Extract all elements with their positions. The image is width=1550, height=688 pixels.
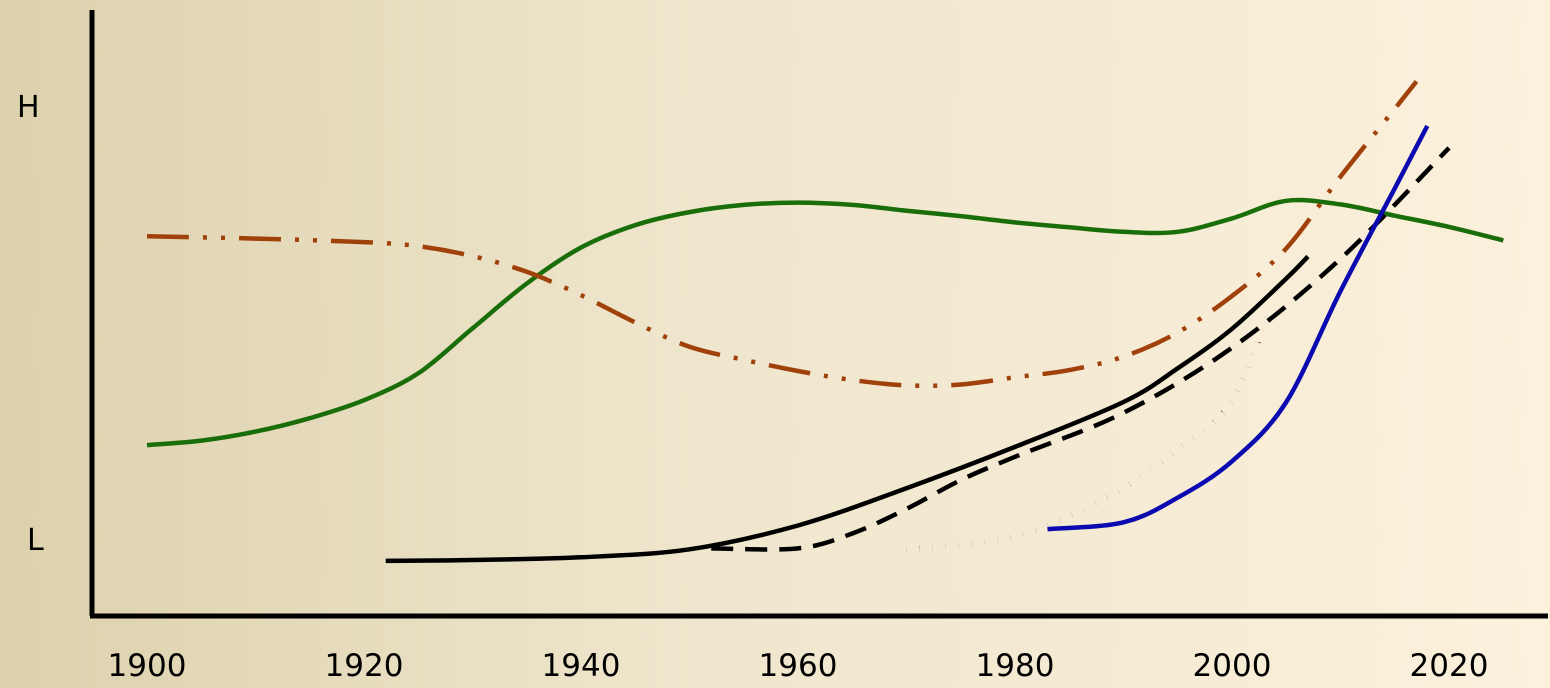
y-tick-label-low: L [27, 523, 44, 558]
y-tick-label-high: H [17, 90, 40, 125]
series-line-4 [711, 146, 1451, 552]
x-tick-label-1960: 1960 [759, 648, 838, 684]
x-tick-label-2020: 2020 [1410, 648, 1489, 684]
x-tick-label-1940: 1940 [542, 648, 621, 684]
series-line-1 [146, 197, 1504, 448]
x-tick-label-1920: 1920 [325, 648, 404, 684]
x-tick-labels: 1900 1920 1940 1960 1980 2000 2020 [108, 648, 1489, 684]
series-line-6 [1047, 124, 1430, 532]
series-line-2 [146, 79, 1419, 389]
series-line-3 [385, 254, 1310, 564]
x-tick-label-1980: 1980 [976, 648, 1055, 684]
x-tick-label-2000: 2000 [1193, 648, 1272, 684]
x-tick-label-1900: 1900 [108, 648, 187, 684]
series-group [146, 79, 1504, 564]
